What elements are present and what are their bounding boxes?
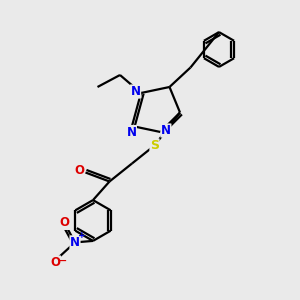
Text: −: − — [58, 256, 67, 266]
Text: N: N — [161, 124, 171, 137]
Text: N: N — [130, 85, 141, 98]
Text: O: O — [50, 256, 61, 269]
Text: O: O — [74, 164, 84, 178]
Text: N: N — [126, 125, 136, 139]
Text: S: S — [150, 139, 159, 152]
Text: +: + — [78, 231, 86, 240]
Text: O: O — [59, 216, 70, 230]
Text: N: N — [70, 236, 80, 249]
